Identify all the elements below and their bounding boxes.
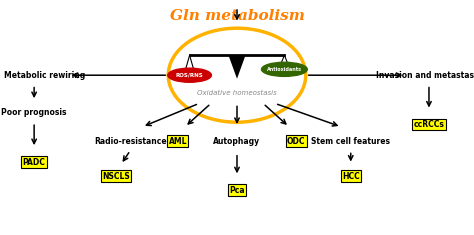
Text: Autophagy: Autophagy xyxy=(213,137,261,145)
Text: ROS/RNS: ROS/RNS xyxy=(176,73,203,78)
Text: Antioxidants: Antioxidants xyxy=(267,67,302,72)
Text: Gln metabolism: Gln metabolism xyxy=(170,9,304,24)
Text: PADC: PADC xyxy=(23,158,46,167)
Text: AML: AML xyxy=(168,137,187,145)
Text: Stem cell features: Stem cell features xyxy=(311,137,390,145)
Text: Oxidative homeostasis: Oxidative homeostasis xyxy=(197,90,277,96)
Ellipse shape xyxy=(262,62,307,76)
Text: Radio-resistance: Radio-resistance xyxy=(94,137,167,145)
Text: Pca: Pca xyxy=(229,186,245,195)
Text: Invasion and metastasis: Invasion and metastasis xyxy=(376,71,474,80)
Text: HCC: HCC xyxy=(342,172,360,181)
Ellipse shape xyxy=(168,68,211,82)
Polygon shape xyxy=(228,55,246,79)
Text: NSCLS: NSCLS xyxy=(102,172,130,181)
Text: ODC: ODC xyxy=(287,137,306,145)
Text: Metabolic rewiring: Metabolic rewiring xyxy=(4,71,86,80)
Text: ccRCCs: ccRCCs xyxy=(413,120,445,129)
Text: Poor prognosis: Poor prognosis xyxy=(1,108,67,117)
